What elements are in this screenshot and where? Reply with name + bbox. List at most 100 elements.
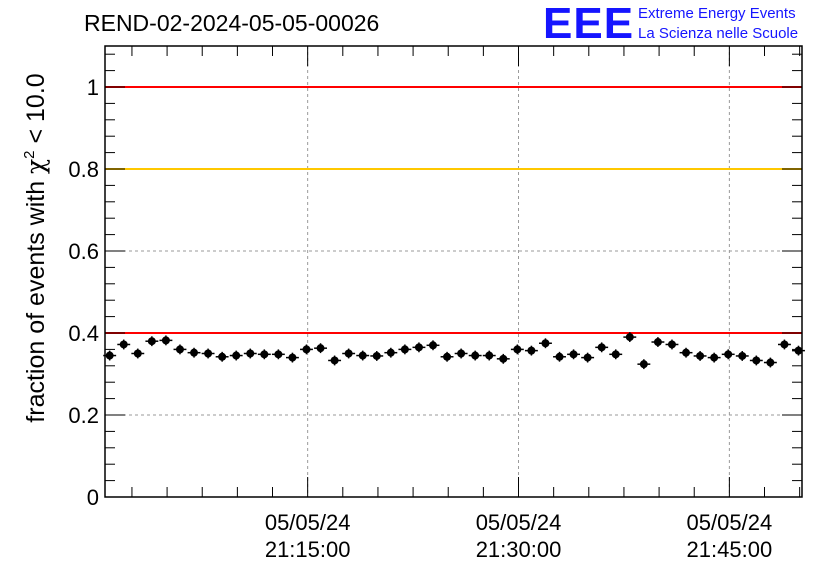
data-marker [246,349,255,358]
data-point [792,345,805,356]
data-marker [105,351,114,360]
chart-title: REND-02-2024-05-05-00026 [84,10,380,36]
data-point [384,347,398,358]
data-marker [752,356,761,365]
data-marker [133,349,142,358]
data-point [454,348,468,359]
data-point [243,348,257,359]
data-marker [696,351,705,360]
plot-frame-border [104,45,803,498]
data-point [623,332,637,343]
plot-frame [104,45,803,498]
data-point [749,355,763,366]
data-point [665,339,679,350]
x-tick-label-time: 21:45:00 [687,537,773,562]
data-marker [710,353,719,362]
data-marker [204,349,213,358]
data-point [609,349,623,360]
data-marker [724,350,733,359]
data-point [707,352,721,363]
data-marker [288,353,297,362]
data-marker [667,340,676,349]
data-marker [443,352,452,361]
y-axis-label-suffix: < 10.0 [22,73,50,150]
data-point [285,352,299,363]
data-marker [400,345,409,354]
data-point [510,344,524,355]
data-marker [471,351,480,360]
data-point [342,348,356,359]
data-point [356,350,370,361]
data-point [145,336,159,347]
data-point [567,349,581,360]
data-point [595,342,609,353]
data-marker [766,358,775,367]
data-marker [175,345,184,354]
y-axis-label-superscript: 2 [21,150,38,158]
y-tick-label: 0.6 [68,239,99,264]
data-point [679,347,693,358]
data-point [440,351,454,362]
data-marker [190,348,199,357]
data-point [763,357,777,368]
data-point [524,345,538,356]
data-point [735,351,749,361]
data-marker [653,338,662,347]
data-point [496,353,510,364]
tick-labels: 00.20.40.60.8105/05/2421:15:0005/05/2421… [68,75,772,562]
data-marker [682,348,691,357]
data-point [103,350,117,361]
data-point [257,349,271,360]
data-marker [555,352,564,361]
y-tick-label: 1 [87,75,99,100]
data-point [300,344,313,355]
data-points [103,332,805,370]
data-marker [260,350,269,359]
data-point [314,343,327,354]
data-marker [485,351,494,360]
x-tick-label-time: 21:15:00 [265,537,351,562]
data-point [482,350,496,361]
y-tick-label: 0.4 [68,321,99,346]
data-point [412,342,426,353]
data-point [637,359,651,370]
reference-lines [105,86,802,334]
data-marker [218,352,227,361]
data-marker [232,351,241,360]
data-point [398,344,412,355]
data-point [173,344,187,355]
data-point [581,352,595,363]
data-marker [541,339,550,348]
x-tick-label-time: 21:30:00 [476,537,562,562]
x-tick-label-date: 05/05/24 [476,510,562,535]
data-marker [639,360,648,369]
data-marker [625,333,634,342]
data-point [215,351,229,362]
y-axis-label-chi: χ [21,159,50,174]
data-marker [274,350,283,359]
data-marker [119,340,128,349]
data-marker [161,336,170,345]
eee-logo-mark: EEE [543,0,635,48]
logo-subtitle-line2: La Scienza nelle Scuole [638,25,799,42]
y-tick-label: 0.8 [68,157,99,182]
data-marker [569,350,578,359]
grid-lines [105,46,802,497]
data-marker [386,348,395,357]
data-point [539,338,552,349]
data-point [426,340,440,351]
data-marker [372,351,381,360]
data-marker [527,346,536,355]
data-marker [344,349,353,358]
data-point [117,339,131,350]
data-marker [794,346,803,355]
logo-subtitle-line1: Extreme Energy Events [638,5,796,22]
data-point [777,339,791,350]
data-marker [330,356,339,365]
data-marker [738,351,747,360]
data-marker [429,341,437,350]
data-marker [780,340,789,349]
data-marker [583,353,592,362]
data-marker [147,337,156,346]
